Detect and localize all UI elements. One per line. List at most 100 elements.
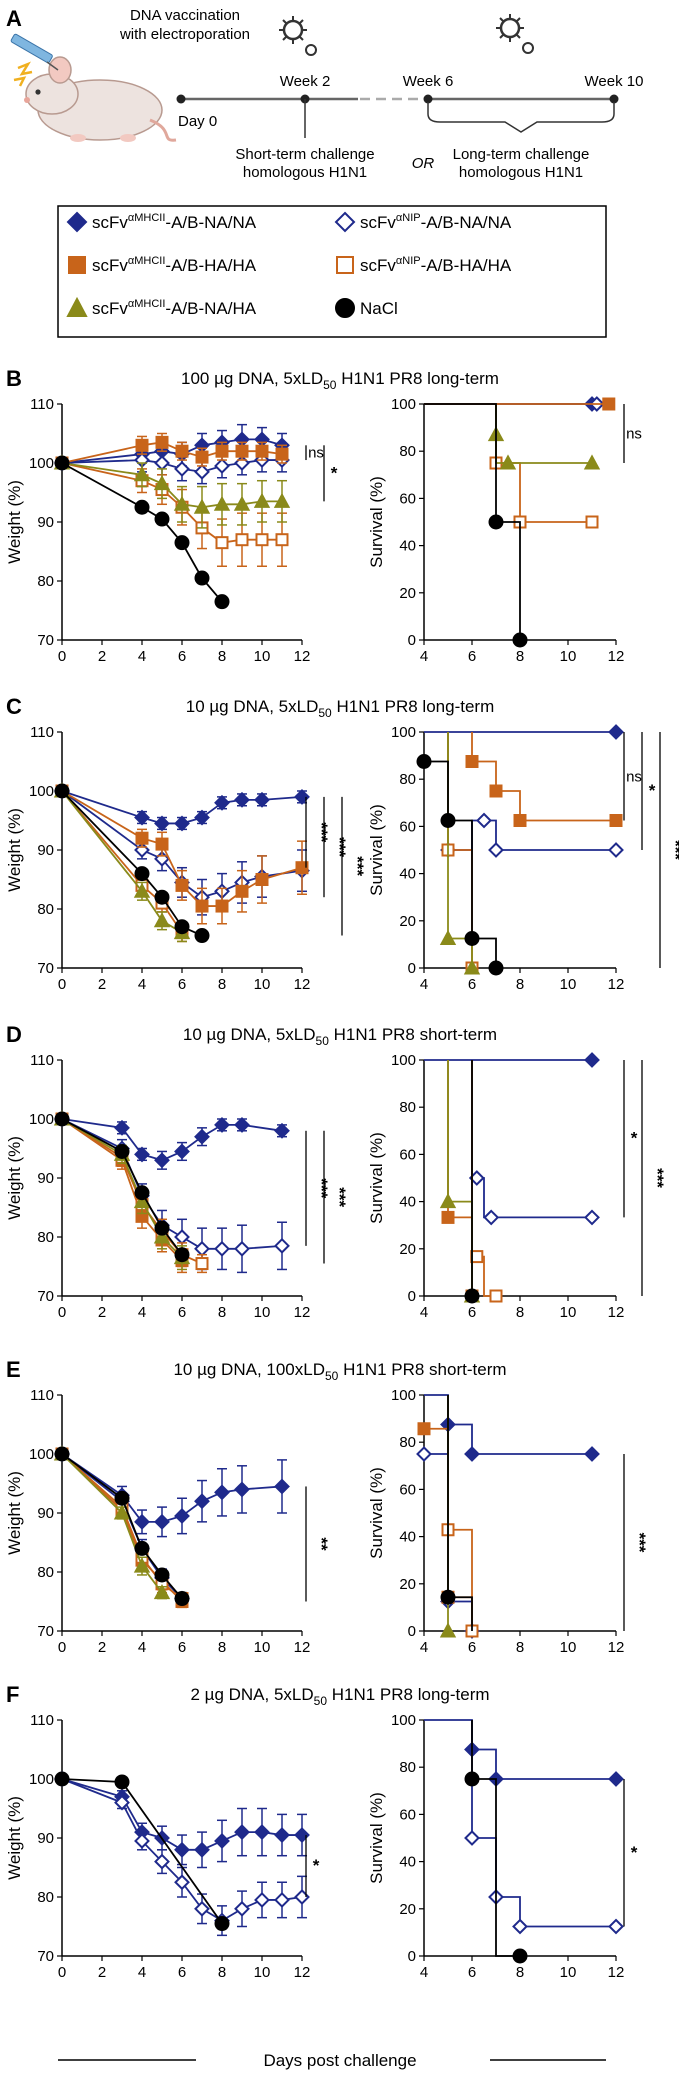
x-tick-label: 10 bbox=[560, 648, 577, 665]
data-point bbox=[255, 444, 269, 458]
survival-step-line bbox=[447, 732, 616, 851]
weight-series bbox=[54, 1771, 230, 1932]
x-tick-label: 4 bbox=[138, 976, 146, 993]
survival-point bbox=[583, 454, 601, 470]
data-point bbox=[194, 1493, 210, 1510]
data-point bbox=[194, 1240, 210, 1257]
panel-label: C bbox=[6, 694, 22, 719]
data-point bbox=[154, 455, 170, 471]
x-tick-label: 10 bbox=[254, 1964, 271, 1981]
data-point bbox=[294, 788, 310, 805]
survival-series bbox=[464, 1060, 480, 1304]
week6-label: Week 6 bbox=[403, 73, 454, 90]
data-point bbox=[235, 884, 249, 898]
survival-series bbox=[439, 732, 481, 975]
data-point bbox=[235, 444, 249, 458]
data-point bbox=[134, 1146, 150, 1163]
data-point bbox=[134, 499, 150, 515]
data-point bbox=[114, 1490, 130, 1506]
survival-point bbox=[584, 1052, 600, 1068]
data-point bbox=[275, 447, 289, 461]
y-tick-label: 20 bbox=[399, 1901, 416, 1918]
survival-series bbox=[487, 404, 601, 470]
survival-step-line bbox=[447, 1060, 473, 1296]
data-point bbox=[274, 1827, 290, 1843]
data-point bbox=[134, 1513, 150, 1530]
y-tick-label: 110 bbox=[30, 1387, 54, 1404]
significance-label: * bbox=[631, 1129, 638, 1148]
data-point bbox=[254, 791, 270, 808]
survival-series bbox=[424, 1052, 600, 1068]
data-point bbox=[214, 1116, 230, 1133]
footer: Days post challenge bbox=[58, 2051, 606, 2070]
survival-point bbox=[464, 1288, 480, 1304]
survival-step-line bbox=[447, 1395, 473, 1631]
weight-series bbox=[54, 783, 210, 944]
y-tick-label: 60 bbox=[399, 490, 416, 507]
data-point bbox=[193, 498, 211, 514]
legend-label: NaCl bbox=[360, 299, 398, 318]
survival-series bbox=[416, 754, 504, 976]
x-tick-label: 10 bbox=[254, 1639, 271, 1656]
x-tick-label: 8 bbox=[218, 976, 226, 993]
survival-point bbox=[488, 514, 504, 530]
x-tick-label: 6 bbox=[468, 1964, 476, 1981]
survival-point bbox=[417, 1422, 431, 1436]
y-tick-label: 100 bbox=[29, 1446, 54, 1463]
data-point bbox=[154, 1513, 170, 1530]
x-tick-label: 8 bbox=[516, 1964, 524, 1981]
y-tick-label: 20 bbox=[399, 1576, 416, 1593]
y-tick-label: 70 bbox=[37, 1948, 54, 1965]
x-tick-label: 8 bbox=[218, 1639, 226, 1656]
weight-series bbox=[53, 454, 291, 529]
data-point bbox=[234, 1240, 250, 1257]
x-tick-label: 4 bbox=[138, 1964, 146, 1981]
series-line bbox=[61, 1453, 163, 1594]
survival-point bbox=[483, 1209, 500, 1226]
significance-label: *** bbox=[630, 1533, 649, 1553]
y-tick-label: 20 bbox=[399, 585, 416, 602]
survival-point bbox=[608, 724, 624, 740]
y-tick-label: 90 bbox=[37, 1505, 54, 1522]
x-tick-label: 0 bbox=[58, 976, 66, 993]
survival-series bbox=[440, 732, 624, 858]
weight-series bbox=[54, 455, 230, 610]
data-point bbox=[214, 1484, 230, 1501]
y-tick-label: 20 bbox=[399, 913, 416, 930]
data-point bbox=[113, 1504, 131, 1520]
weight-series bbox=[55, 1112, 189, 1274]
data-point bbox=[214, 1833, 230, 1849]
y-tick-label: 40 bbox=[399, 1194, 416, 1211]
data-point bbox=[254, 1892, 270, 1908]
data-point bbox=[155, 435, 169, 449]
long-term-label-1: Long-term challenge bbox=[453, 146, 590, 163]
data-point bbox=[154, 815, 170, 832]
x-tick-label: 12 bbox=[294, 1639, 311, 1656]
data-point bbox=[194, 570, 210, 586]
chart-panel-d: D 10 µg DNA, 5xLD50 H1N1 PR8 short-term 0 2… bbox=[5, 1022, 667, 1321]
x-tick-label: 8 bbox=[218, 1964, 226, 1981]
survival-step-line bbox=[424, 1719, 616, 1780]
survival-point bbox=[584, 1209, 600, 1226]
day0-label: Day 0 bbox=[178, 113, 217, 130]
series-line bbox=[61, 790, 183, 934]
data-point bbox=[133, 1193, 151, 1209]
survival-point bbox=[464, 1446, 480, 1462]
x-tick-label: 10 bbox=[254, 1304, 271, 1321]
y-tick-label: 60 bbox=[399, 818, 416, 835]
survival-step-line bbox=[471, 1060, 592, 1219]
x-tick-label: 12 bbox=[608, 1304, 625, 1321]
weight-plot: 0 2 4 6 8 10 12 70 80 90 100 110 Weight (%) ns * bbox=[5, 396, 338, 665]
y-tick-label: 110 bbox=[30, 396, 54, 413]
data-point bbox=[213, 495, 231, 511]
y-tick-label: 80 bbox=[399, 771, 416, 788]
survival-point bbox=[608, 842, 624, 858]
x-tick-label: 6 bbox=[178, 648, 186, 665]
virus-icon bbox=[279, 16, 317, 56]
y-tick-label: 40 bbox=[399, 538, 416, 555]
x-tick-label: 4 bbox=[420, 1639, 428, 1656]
data-point bbox=[274, 1892, 290, 1908]
survival-point bbox=[465, 755, 479, 768]
data-point bbox=[174, 1508, 190, 1524]
